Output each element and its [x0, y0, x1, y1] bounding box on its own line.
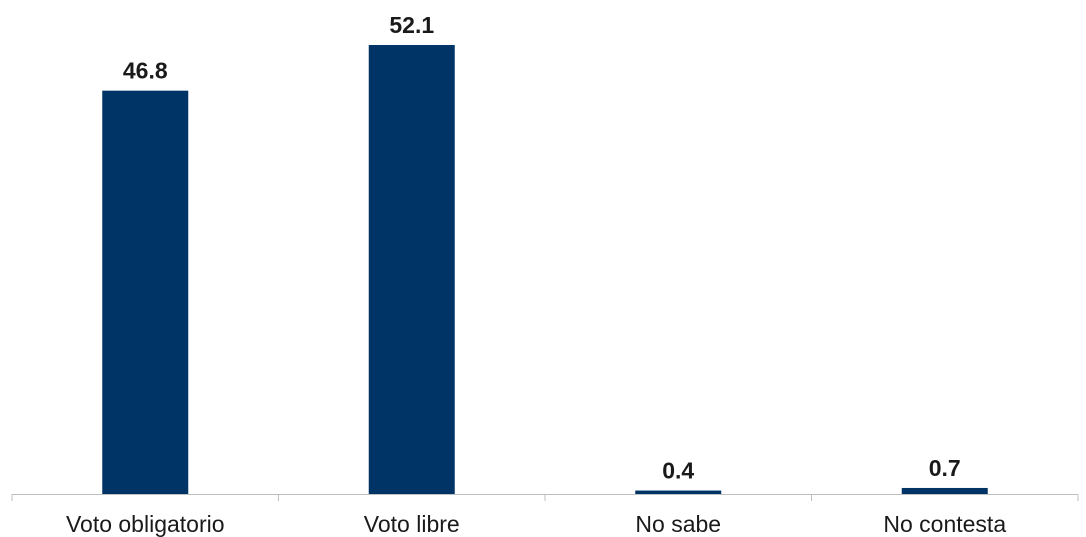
data-label: 46.8 [123, 58, 168, 84]
bars-group [102, 45, 988, 494]
bar [635, 490, 722, 494]
x-tick-label: No sabe [635, 511, 721, 537]
bar [102, 90, 189, 494]
x-tick-label: Voto obligatorio [66, 511, 225, 537]
x-axis-tick-labels: Voto obligatorio Voto libre No sabe No cont… [66, 511, 1006, 537]
bar [901, 487, 988, 494]
x-axis-ticks [11, 494, 1079, 501]
data-label: 0.7 [929, 455, 961, 481]
data-label: 0.4 [662, 458, 694, 484]
bar [368, 45, 455, 494]
value-labels-group: 46.8 52.1 0.4 0.7 [123, 12, 961, 484]
x-tick-label: No contesta [883, 511, 1006, 537]
data-label: 52.1 [389, 12, 434, 38]
x-tick-label: Voto libre [364, 511, 460, 537]
